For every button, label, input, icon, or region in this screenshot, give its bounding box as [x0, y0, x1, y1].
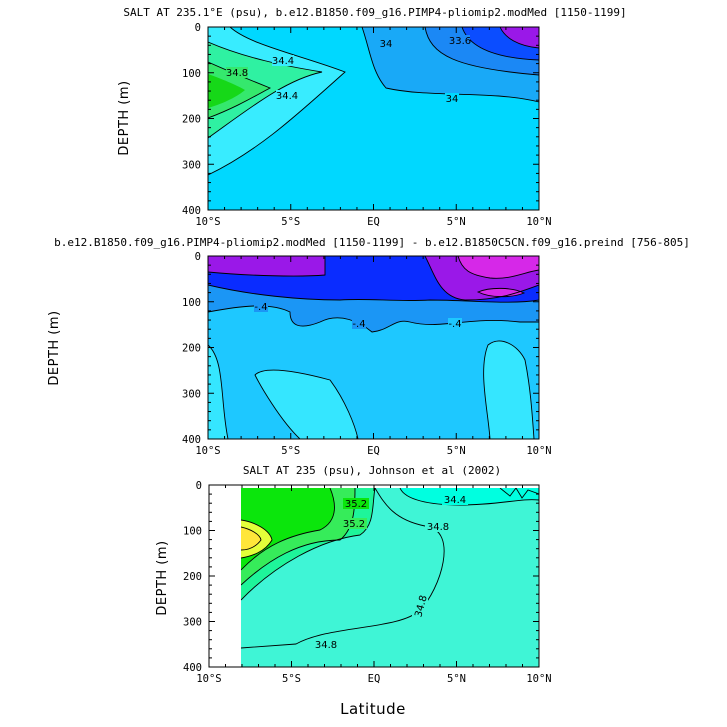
panel-1-title: SALT AT 235.1°E (psu), b.e12.B1850.f09_g… — [123, 6, 626, 19]
panel-3-y-axis-label: DEPTH (m) — [155, 540, 170, 615]
y-tick-label: 200 — [182, 114, 201, 126]
x-tick-label: 10°N — [526, 216, 551, 228]
contour-label: 34 — [446, 94, 459, 105]
panel-1-contours — [208, 27, 539, 210]
x-tick-label: 10°S — [195, 445, 220, 457]
y-tick-label: 100 — [183, 526, 202, 538]
y-tick-label: 200 — [182, 343, 201, 355]
panel-1-y-axis-label: DEPTH (m) — [117, 80, 132, 155]
x-tick-label: 5°N — [447, 445, 466, 457]
panel-3-observed-salinity: SALT AT 235 (psu), Johnson et al (2002) … — [155, 464, 552, 718]
x-tick-label: 5°N — [447, 673, 466, 685]
contour-label: 34.4 — [276, 91, 298, 102]
panel-2-contours — [208, 256, 539, 439]
contour-label: 35.2 — [343, 519, 365, 530]
x-axis-label: Latitude — [340, 700, 406, 718]
y-tick-label: 100 — [182, 297, 201, 309]
contour-label: 34.8 — [427, 522, 449, 533]
y-tick-label: 0 — [196, 480, 202, 492]
y-tick-label: 400 — [182, 434, 201, 446]
region-purple — [500, 27, 539, 48]
x-tick-label: 5°S — [281, 216, 300, 228]
region-light-right — [483, 340, 534, 439]
region-magenta — [458, 256, 539, 279]
x-tick-label: EQ — [367, 216, 380, 228]
contour-label: -.4 — [352, 319, 365, 330]
y-tick-label: 300 — [182, 388, 201, 400]
y-tick-label: 200 — [183, 571, 202, 583]
x-tick-label: 10°S — [195, 216, 220, 228]
contour-label: 35.2 — [345, 499, 367, 510]
y-tick-label: 300 — [183, 617, 202, 629]
missing-data-area — [209, 488, 241, 667]
region-orange — [241, 527, 261, 550]
y-tick-label: 400 — [182, 205, 201, 217]
y-tick-label: 0 — [195, 22, 201, 34]
x-tick-label: 10°N — [526, 673, 551, 685]
contour-label: -.4 — [448, 319, 461, 330]
y-tick-label: 400 — [183, 662, 202, 674]
region-cyan — [400, 488, 539, 505]
x-tick-label: 5°S — [282, 673, 301, 685]
panel-1-model-salinity: SALT AT 235.1°E (psu), b.e12.B1850.f09_g… — [117, 6, 627, 228]
x-tick-label: 10°N — [526, 445, 551, 457]
panel-2-salinity-difference: b.e12.B1850.f09_g16.PIMP4-pliomip2.modMe… — [47, 236, 690, 457]
contour-label: 34.4 — [444, 495, 466, 506]
x-tick-label: EQ — [368, 673, 381, 685]
contour-label: 33.6 — [449, 36, 471, 47]
panel-2-title: b.e12.B1850.f09_g16.PIMP4-pliomip2.modMe… — [54, 236, 690, 249]
y-tick-label: 300 — [182, 159, 201, 171]
x-tick-label: 5°N — [447, 216, 466, 228]
panel-3-title: SALT AT 235 (psu), Johnson et al (2002) — [243, 464, 501, 477]
y-tick-label: 0 — [195, 251, 201, 263]
panel-3-contours — [241, 488, 539, 667]
panel-2-y-axis-label: DEPTH (m) — [47, 310, 62, 385]
contour-label: -.4 — [254, 302, 267, 313]
region-core — [208, 74, 245, 108]
y-tick-label: 100 — [182, 68, 201, 80]
region-deep-green — [241, 488, 335, 570]
contour-label: 34.8 — [315, 640, 337, 651]
x-tick-label: 10°S — [196, 673, 221, 685]
contour-label: 34.8 — [226, 68, 248, 79]
contour-label: 34 — [380, 39, 393, 50]
region-purple-left — [208, 256, 325, 276]
region-light-left — [208, 345, 358, 439]
contour-label: 34.4 — [272, 56, 294, 67]
x-tick-label: 5°S — [281, 445, 300, 457]
x-tick-label: EQ — [367, 445, 380, 457]
